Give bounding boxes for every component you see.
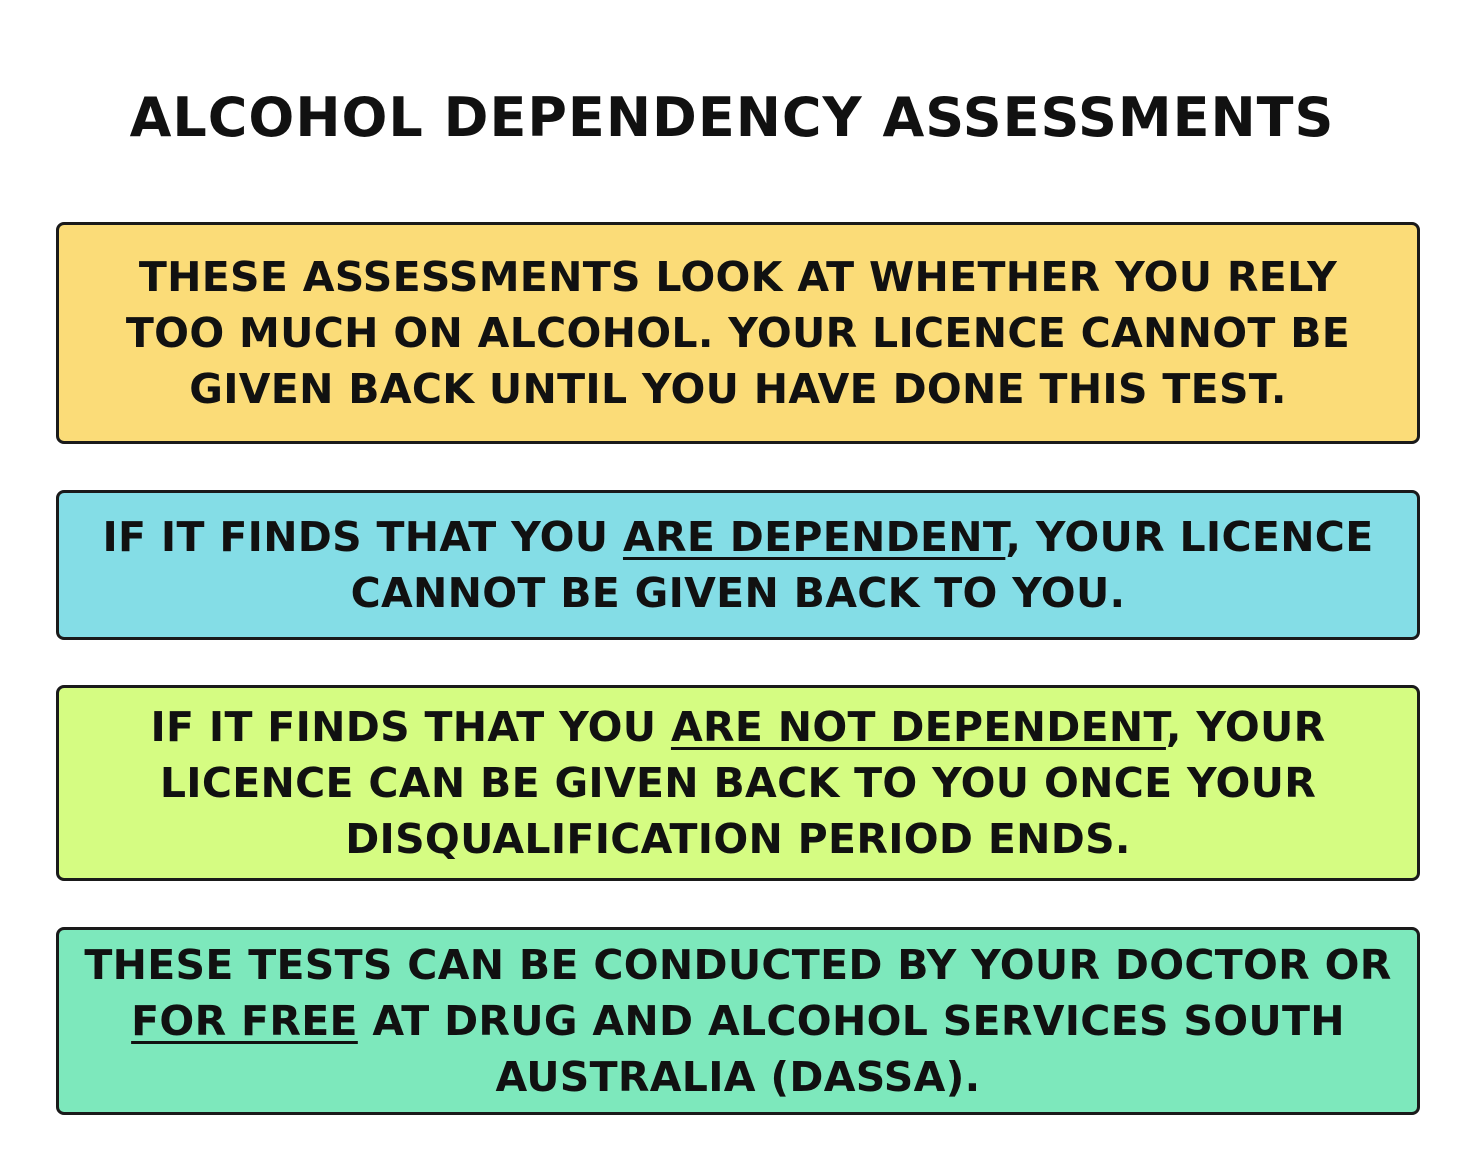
text-line: DISQUALIFICATION PERIOD ENDS.: [345, 815, 1131, 863]
emphasis-underlined: ARE NOT DEPENDENT: [670, 703, 1166, 751]
emphasis-underlined: FOR FREE: [131, 997, 358, 1045]
info-box-testing-options: THESE TESTS CAN BE CONDUCTED BY YOUR DOC…: [56, 927, 1420, 1115]
page-title: ALCOHOL DEPENDENCY ASSESSMENTS: [129, 86, 1335, 149]
text-line: GIVEN BACK UNTIL YOU HAVE DONE THIS TEST…: [189, 365, 1287, 413]
info-box-not-dependent-text: IF IT FINDS THAT YOU ARE NOT DEPENDENT, …: [150, 699, 1325, 867]
text-line: CANNOT BE GIVEN BACK TO YOU.: [350, 569, 1126, 617]
text-segment: IF IT FINDS THAT YOU: [102, 513, 623, 561]
info-box-reliance: THESE ASSESSMENTS LOOK AT WHETHER YOU RE…: [56, 222, 1420, 444]
text-line: TOO MUCH ON ALCOHOL. YOUR LICENCE CANNOT…: [125, 309, 1351, 357]
text-segment: IF IT FINDS THAT YOU: [150, 703, 671, 751]
text-segment: , YOUR: [1165, 703, 1326, 751]
info-box-testing-options-text: THESE TESTS CAN BE CONDUCTED BY YOUR DOC…: [84, 937, 1391, 1105]
info-box-not-dependent: IF IT FINDS THAT YOU ARE NOT DEPENDENT, …: [56, 685, 1420, 881]
info-box-dependent: IF IT FINDS THAT YOU ARE DEPENDENT, YOUR…: [56, 490, 1420, 640]
text-line: THESE ASSESSMENTS LOOK AT WHETHER YOU RE…: [138, 253, 1338, 301]
info-box-reliance-text: THESE ASSESSMENTS LOOK AT WHETHER YOU RE…: [126, 249, 1350, 417]
text-segment: , YOUR LICENCE: [1005, 513, 1374, 561]
text-line: AUSTRALIA (DASSA).: [495, 1053, 981, 1101]
info-box-dependent-text: IF IT FINDS THAT YOU ARE DEPENDENT, YOUR…: [103, 509, 1374, 621]
emphasis-underlined: ARE DEPENDENT: [622, 513, 1006, 561]
text-segment: AT DRUG AND ALCOHOL SERVICES SOUTH: [357, 997, 1345, 1045]
text-line: THESE TESTS CAN BE CONDUCTED BY YOUR DOC…: [84, 941, 1392, 989]
text-line: LICENCE CAN BE GIVEN BACK TO YOU ONCE YO…: [159, 759, 1317, 807]
